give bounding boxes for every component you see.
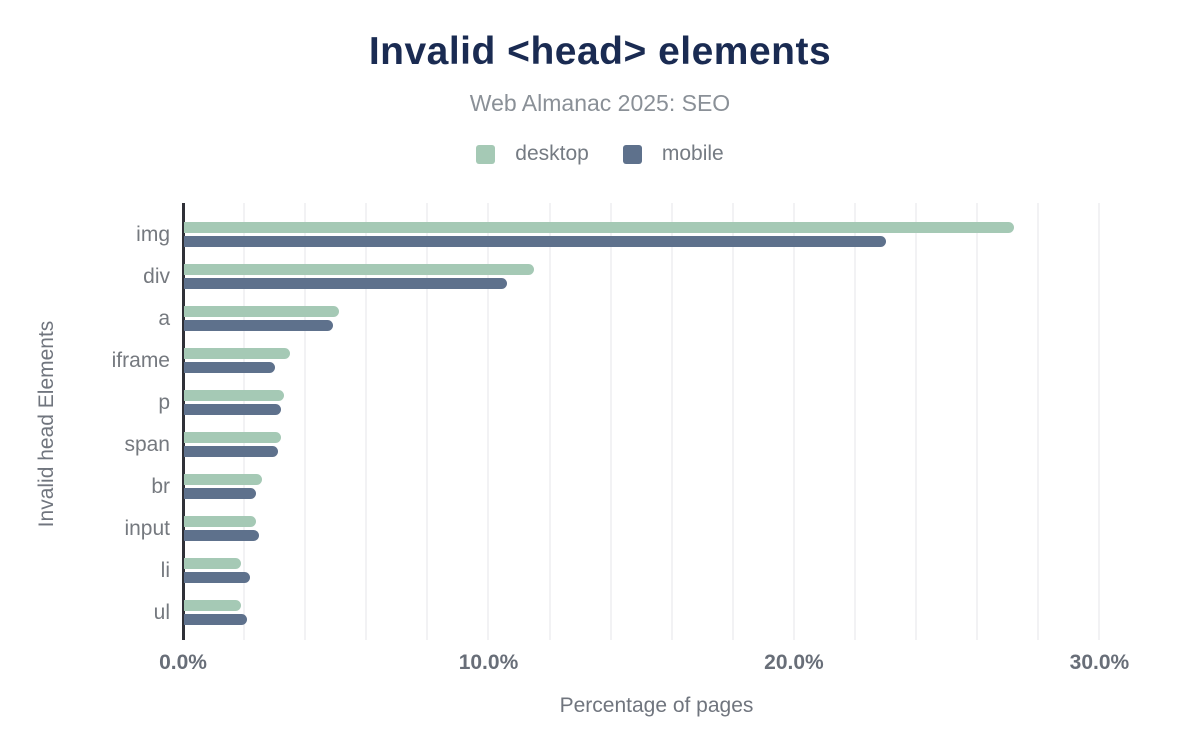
gridline [304,203,307,640]
category-label-a: a [158,306,170,330]
chart-title: Invalid <head> elements [368,30,832,73]
gridline [548,203,551,640]
bar-desktop-li [184,558,242,569]
chart-subtitle: Web Almanac 2025: SEO [469,90,731,116]
legend-label-mobile: mobile [661,142,724,165]
bar-mobile-a [184,320,333,331]
x-tick-label: 0.0% [159,651,207,674]
bar-mobile-ul [184,614,248,625]
bar-desktop-div [184,264,535,275]
bar-mobile-iframe [184,362,275,373]
bar-mobile-input [184,530,260,541]
y-axis-line [182,203,185,640]
category-label-div: div [143,264,170,288]
category-label-img: img [136,222,170,246]
bar-mobile-li [184,572,251,583]
category-label-p: p [158,390,170,414]
bar-desktop-a [184,306,339,317]
bar-desktop-input [184,516,257,527]
legend-item-desktop: desktop [476,142,589,166]
bar-desktop-span [184,432,281,443]
gridline [487,203,490,640]
mobile-swatch-icon [622,144,642,164]
bar-mobile-img [184,236,886,247]
bar-desktop-ul [184,600,242,611]
bar-mobile-span [184,446,278,457]
bar-desktop-p [184,390,284,401]
category-label-iframe: iframe [111,348,170,372]
legend: desktop mobile [0,142,1200,166]
bar-desktop-iframe [184,348,290,359]
legend-label-desktop: desktop [515,142,589,165]
gridline [426,203,429,640]
bar-desktop-br [184,474,263,485]
gridline [976,203,979,640]
x-tick-label: 20.0% [764,651,824,674]
category-label-ul: ul [153,600,170,624]
gridline [670,203,673,640]
category-label-br: br [151,474,170,498]
bar-desktop-img [184,222,1014,233]
x-axis-title: Percentage of pages [559,694,754,717]
category-label-span: span [124,432,170,456]
bar-mobile-p [184,404,281,415]
desktop-swatch-icon [476,144,496,164]
category-label-input: input [124,516,170,540]
gridline [1098,203,1101,640]
category-label-li: li [160,558,170,582]
gridline [915,203,918,640]
x-tick-label: 30.0% [1069,651,1130,674]
gridline [365,203,368,640]
legend-item-mobile: mobile [622,142,724,166]
bar-mobile-br [184,488,257,499]
gridline [243,203,246,640]
gridline [1037,203,1040,640]
bar-mobile-div [184,278,507,289]
x-tick-label: 10.0% [458,651,519,674]
gridline [792,203,795,640]
plot-area [182,203,1130,640]
gridline [854,203,857,640]
gridline [609,203,612,640]
gridline [731,203,734,640]
